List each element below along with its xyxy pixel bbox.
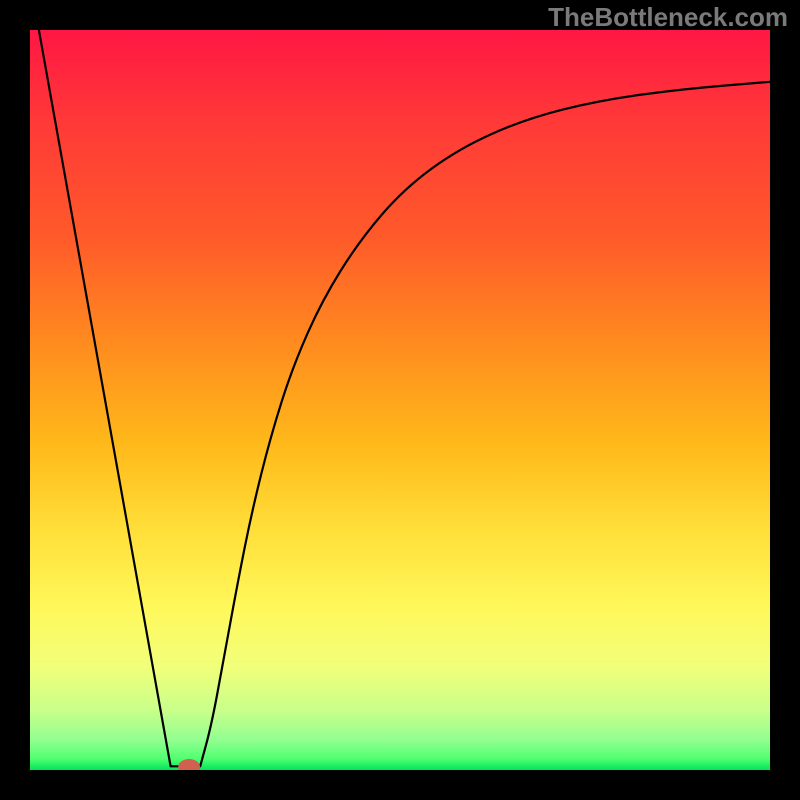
plot-svg [30,30,770,770]
watermark-label: TheBottleneck.com [548,2,788,33]
plot-area [30,30,770,770]
figure-root: TheBottleneck.com [0,0,800,800]
gradient-background [30,30,770,770]
